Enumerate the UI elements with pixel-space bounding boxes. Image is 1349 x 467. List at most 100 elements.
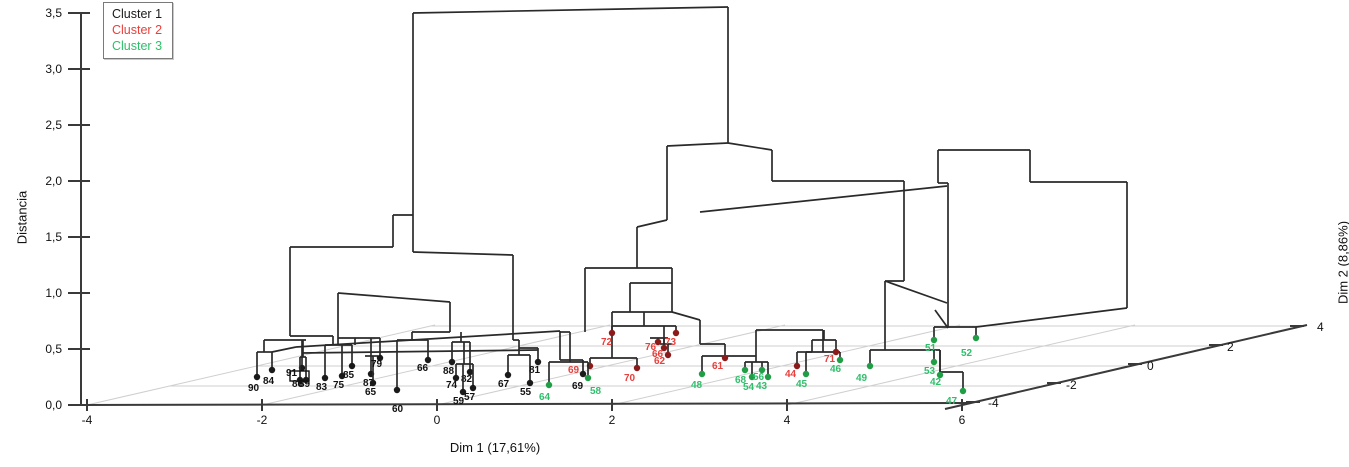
data-point-label: 49 bbox=[856, 373, 868, 384]
x-axis-title: Dim 1 (17,61%) bbox=[449, 440, 541, 455]
data-point-label: 75 bbox=[333, 380, 345, 391]
data-point-label: 85 bbox=[343, 370, 355, 381]
z-axis-tick-label: -4 bbox=[988, 396, 999, 410]
data-point-label: 46 bbox=[830, 364, 842, 375]
y-axis-tick-label: 3,0 bbox=[45, 62, 62, 76]
z-axis-tick-label: 0 bbox=[1147, 359, 1154, 373]
dendrogram-branch bbox=[671, 311, 701, 321]
floor-grid-line bbox=[786, 324, 1136, 406]
data-point-dot bbox=[376, 354, 384, 362]
dendrogram-branch bbox=[412, 6, 729, 14]
cluster-legend: Cluster 1 Cluster 2 Cluster 3 bbox=[103, 2, 174, 59]
data-point-dot bbox=[660, 344, 668, 352]
data-point-label: 61 bbox=[712, 361, 724, 372]
data-point-dot bbox=[321, 374, 329, 382]
data-point-dot bbox=[764, 373, 772, 381]
data-point-dot bbox=[608, 329, 616, 337]
z-axis-tick-label: 4 bbox=[1317, 320, 1324, 334]
data-point-dot bbox=[930, 358, 938, 366]
legend-item-cluster-1: Cluster 1 bbox=[112, 7, 163, 21]
data-point-dot bbox=[698, 370, 706, 378]
x-axis-tick-label: 4 bbox=[784, 413, 791, 427]
floor-grid-line bbox=[261, 324, 611, 406]
y-axis-title: Distancia bbox=[14, 190, 30, 245]
data-point-dot bbox=[972, 334, 980, 342]
data-point-label: 60 bbox=[392, 404, 404, 415]
data-point-dot bbox=[526, 379, 534, 387]
y-axis-tick-label: 2,0 bbox=[45, 174, 62, 188]
dendrogram-branch bbox=[412, 251, 514, 256]
data-point-dot bbox=[664, 351, 672, 359]
data-point-label: 83 bbox=[316, 382, 328, 393]
z-axis-title: Dim 2 (8,86%) bbox=[1335, 220, 1349, 305]
data-point-label: 44 bbox=[785, 369, 797, 380]
data-point-label: 66 bbox=[652, 349, 664, 360]
z-axis-tick-label: 2 bbox=[1227, 340, 1234, 354]
z-axis-tick-label: -2 bbox=[1066, 378, 1077, 392]
data-point-label: 45 bbox=[796, 379, 808, 390]
data-point-label: 72 bbox=[601, 337, 613, 348]
data-point-label: 81 bbox=[529, 365, 541, 376]
data-point-label: 67 bbox=[498, 379, 510, 390]
data-point-label: 56 bbox=[753, 372, 765, 383]
data-point-label: 73 bbox=[665, 337, 677, 348]
dendrogram-branch bbox=[271, 346, 297, 353]
data-point-label: 71 bbox=[824, 354, 836, 365]
data-point-dot bbox=[633, 364, 641, 372]
data-point-label: 84 bbox=[263, 376, 275, 387]
floor-grid-line bbox=[611, 324, 961, 406]
data-point-dot bbox=[424, 356, 432, 364]
data-point-dot bbox=[393, 386, 401, 394]
data-point-dot bbox=[369, 379, 377, 387]
data-point-label: 64 bbox=[539, 392, 551, 403]
data-point-label: 47 bbox=[946, 396, 958, 407]
data-point-label: 87 bbox=[363, 378, 375, 389]
y-axis-tick-label: 3,5 bbox=[45, 6, 62, 20]
data-point-dot bbox=[459, 388, 467, 396]
data-point-label: 86 bbox=[292, 379, 304, 390]
data-point-label: 74 bbox=[446, 380, 458, 391]
data-point-dot bbox=[466, 368, 474, 376]
data-point-dot bbox=[534, 358, 542, 366]
data-point-dot bbox=[836, 356, 844, 364]
data-point-label: 43 bbox=[756, 381, 768, 392]
dendrogram-branch bbox=[934, 309, 949, 329]
data-point-label: 52 bbox=[961, 348, 973, 359]
data-point-label: 57 bbox=[464, 392, 476, 403]
data-point-label: 59 bbox=[453, 396, 465, 407]
dendrogram-branch bbox=[301, 349, 539, 354]
floor-grid-line bbox=[86, 324, 436, 406]
data-point-dot bbox=[348, 362, 356, 370]
z-axis-line bbox=[944, 324, 1308, 410]
data-point-dot bbox=[268, 366, 276, 374]
data-point-dot bbox=[866, 362, 874, 370]
data-point-label: 79 bbox=[371, 359, 383, 370]
data-point-dot bbox=[654, 338, 662, 346]
x-axis-tick-label: 2 bbox=[609, 413, 616, 427]
dendrogram-branch bbox=[666, 142, 729, 147]
data-point-dot bbox=[758, 366, 766, 374]
y-axis-tick-label: 0,5 bbox=[45, 342, 62, 356]
data-point-dot bbox=[545, 381, 553, 389]
data-point-label: 51 bbox=[925, 343, 937, 354]
data-point-dot bbox=[741, 366, 749, 374]
data-point-label: 53 bbox=[924, 366, 936, 377]
y-axis-tick-label: 1,5 bbox=[45, 230, 62, 244]
data-point-dot bbox=[832, 348, 840, 356]
data-point-label: 90 bbox=[248, 383, 260, 394]
floor-grid-line bbox=[436, 324, 786, 406]
data-point-dot bbox=[930, 336, 938, 344]
y-axis-tick-label: 1,0 bbox=[45, 286, 62, 300]
dendrogram-branch bbox=[636, 219, 668, 228]
data-point-label: 89 bbox=[299, 379, 311, 390]
data-point-dot bbox=[672, 329, 680, 337]
data-point-label: 88 bbox=[443, 366, 455, 377]
x-axis-tick-label: -4 bbox=[82, 413, 93, 427]
data-point-dot bbox=[584, 374, 592, 382]
x-axis-tick-label: 0 bbox=[434, 413, 441, 427]
data-point-dot bbox=[504, 371, 512, 379]
data-point-dot bbox=[748, 373, 756, 381]
dendrogram-branch bbox=[884, 280, 948, 304]
dendrogram-branch bbox=[975, 307, 1128, 328]
